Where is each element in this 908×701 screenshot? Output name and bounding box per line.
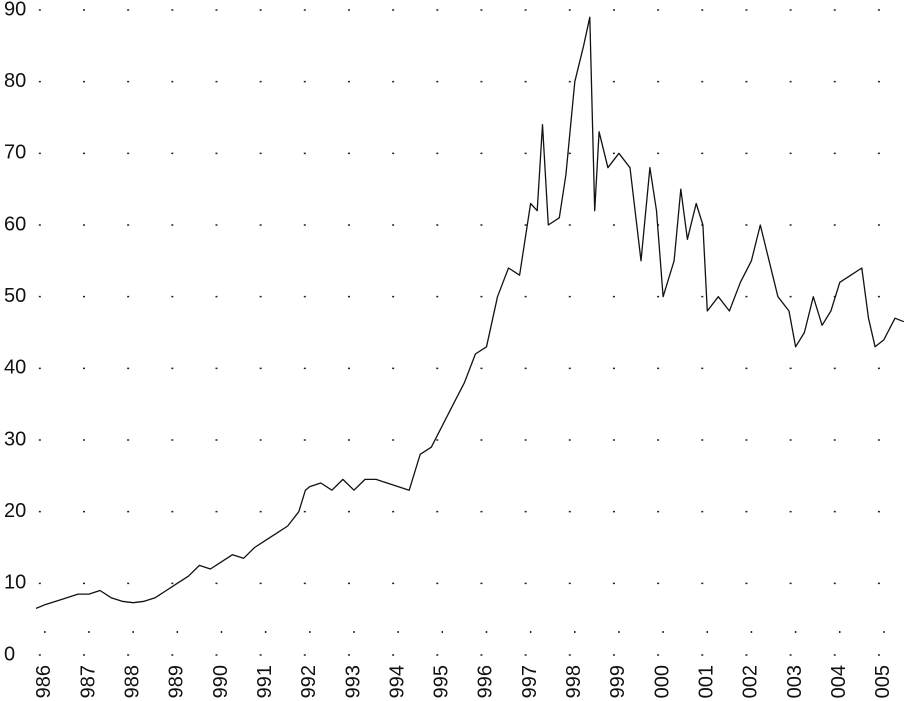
x-tick-label: 986	[33, 665, 55, 698]
x-tick-label: 997	[519, 665, 541, 698]
y-tick-label: 70	[4, 142, 26, 164]
x-tick-label: 988	[121, 665, 143, 698]
x-tick-label: 996	[475, 665, 497, 698]
y-tick-label: 50	[4, 285, 26, 307]
x-tick-label: 994	[386, 665, 408, 698]
x-tick-label: 991	[254, 665, 276, 698]
x-tick-label: 998	[563, 665, 585, 698]
x-tick-label: 000	[651, 665, 673, 698]
y-tick-label: 90	[4, 0, 26, 20]
price-line	[35, 16, 905, 610]
x-tick-label: 993	[342, 665, 364, 698]
x-tick-label: 002	[740, 665, 762, 698]
y-tick-label: 80	[4, 70, 26, 92]
x-tick-label: 005	[872, 665, 894, 698]
y-tick-label: 60	[4, 213, 26, 235]
x-tick-label: 004	[828, 665, 850, 698]
x-tick-label: 003	[784, 665, 806, 698]
x-tick-label: 995	[431, 665, 453, 698]
x-tick-label: 990	[210, 665, 232, 698]
x-tick-label: 992	[298, 665, 320, 698]
x-tick-label: 987	[77, 665, 99, 698]
x-tick-label: 001	[696, 665, 718, 698]
y-tick-label: 10	[4, 572, 26, 594]
y-tick-label: 30	[4, 428, 26, 450]
y-tick-label: 40	[4, 357, 26, 379]
y-tick-label: 0	[4, 643, 15, 665]
x-tick-label: 989	[166, 665, 188, 698]
y-tick-label: 20	[4, 500, 26, 522]
x-tick-label: 999	[607, 665, 629, 698]
